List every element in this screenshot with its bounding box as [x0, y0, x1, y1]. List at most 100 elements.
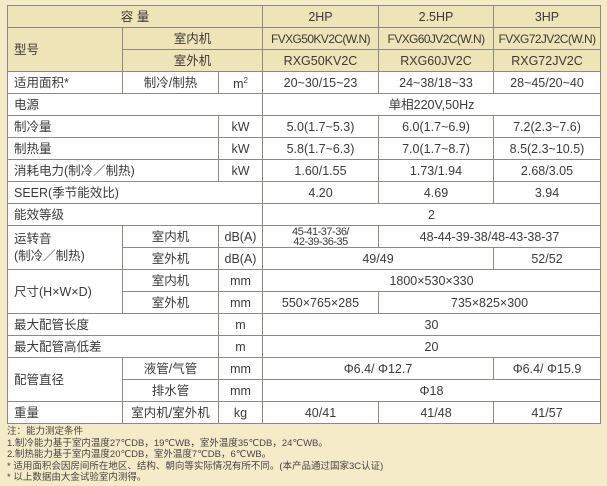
cooling-row: 制冷量 kW 5.0(1.7~5.3) 6.0(1.7~6.9) 7.2(2.3…	[7, 115, 601, 138]
outdoor-label: 室外机	[122, 49, 263, 72]
row-label: 配管直径	[7, 357, 123, 402]
row-label: SEER(季节能效比)	[7, 181, 263, 204]
noise-indoor-row: 运转音 (制冷／制热) 室内机 dB(A) 45-41-37-36/42-39-3…	[7, 225, 601, 270]
area-row: 适用面积* 制冷/制热 m2 20~30/15~23 24~38/18~33 2…	[7, 71, 601, 94]
indoor-model-row: 型号 室内机 FVXG50KV2C(W.N) FVXG60JV2C(W.N) F…	[7, 27, 601, 72]
value: 8.5(2.3~10.5)	[493, 137, 601, 160]
outdoor-model-row: 室外机 RXG50KV2C RXG60JV2C RXG72JV2C	[8, 49, 601, 72]
value: 5.0(1.7~5.3)	[262, 115, 379, 138]
row-label: 运转音 (制冷／制热)	[7, 225, 123, 270]
noise-label-sub: (制冷／制热)	[14, 248, 85, 263]
row-sublabel: 液管/气管	[122, 357, 219, 380]
value: 3.94	[493, 181, 601, 204]
seer-row: SEER(季节能效比) 4.20 4.69 3.94	[7, 181, 601, 204]
row-sublabel: 室外机	[122, 247, 219, 270]
row-sublabel: 室内机/室外机	[122, 401, 219, 424]
heating-row: 制热量 kW 5.8(1.7~6.3) 7.0(1.7~8.7) 8.5(2.3…	[7, 137, 601, 160]
unit-sup: 2	[243, 75, 248, 85]
unit: m	[218, 313, 263, 336]
pipe-liquid-gas-row: 配管直径 液管/气管 mm Φ6.4/ Φ12.7 Φ6.4/ Φ15.9	[7, 357, 601, 402]
max-pipe-length-row: 最大配管长度 m 30	[7, 313, 601, 336]
spec-table: 容 量 2HP 2.5HP 3HP 型号 室内机 FVXG50KV2C(W.N)…	[7, 5, 601, 424]
row-label: 能效等级	[7, 203, 263, 226]
unit: kW	[218, 159, 263, 182]
value-line: 45-41-37-36/	[292, 225, 350, 238]
value: 28~45/20~40	[493, 71, 601, 94]
value: 41/48	[378, 401, 494, 424]
note-title: 注：能力测定条件	[7, 426, 84, 437]
indoor-model: FVXG50KV2C(W.N)	[262, 27, 379, 50]
row-label: 消耗电力(制冷／制热)	[7, 159, 219, 182]
value: 45-41-37-36/42-39-36-35	[262, 225, 379, 248]
unit: mm	[218, 379, 263, 402]
value: 1.73/1.94	[378, 159, 494, 182]
value: 48-44-39-38/48-43-38-37	[378, 225, 601, 248]
row-label: 最大配管长度	[7, 313, 219, 336]
size-indoor-row: 尺寸(H×W×D) 室内机 mm 1800×530×330	[7, 269, 601, 314]
value: Φ6.4/ Φ15.9	[493, 357, 601, 380]
unit: kg	[218, 401, 263, 424]
value: 7.0(1.7~8.7)	[378, 137, 494, 160]
hp-2: 2HP	[262, 5, 379, 28]
note-line: * 适用面积会因房间所在地区、结构、朝向等实际情况有所不同。(本产品通过国家3C…	[7, 460, 384, 472]
value-line: 42-39-36-35	[293, 235, 348, 248]
hp-3: 3HP	[493, 5, 601, 28]
max-height-diff-row: 最大配管高低差 m 20	[7, 335, 601, 358]
value: 735×825×300	[378, 291, 601, 314]
value: 30	[262, 313, 601, 336]
row-label: 适用面积*	[7, 71, 123, 94]
row-sublabel: 室外机	[122, 291, 219, 314]
hp-2-5: 2.5HP	[378, 5, 494, 28]
value: 20~30/15~23	[262, 71, 379, 94]
efficiency-row: 能效等级 2	[7, 203, 601, 226]
indoor-model: FVXG60JV2C(W.N)	[378, 27, 494, 50]
value: 2	[262, 203, 601, 226]
value: 40/41	[262, 401, 379, 424]
value: 4.20	[262, 181, 379, 204]
value: 20	[262, 335, 601, 358]
row-label: 尺寸(H×W×D)	[7, 269, 123, 314]
value: 52/52	[493, 247, 601, 270]
unit-text: m	[233, 77, 244, 92]
pipe-drain-row: 排水管 mm Φ18	[8, 379, 601, 402]
capacity-row: 容 量 2HP 2.5HP 3HP	[7, 5, 601, 28]
unit: mm	[218, 291, 263, 314]
outdoor-model: RXG72JV2C	[493, 49, 601, 72]
value: 24~38/18~33	[378, 71, 494, 94]
unit: m	[218, 335, 263, 358]
row-sublabel: 排水管	[122, 379, 219, 402]
value: 41/57	[493, 401, 601, 424]
row-sublabel: 制冷/制热	[122, 71, 219, 94]
power-supply-row: 电源 单相220V,50Hz	[7, 93, 601, 116]
note-line: 2.制热能力基于室内温度20℃DB，室外温度7℃DB，6℃WB。	[7, 449, 272, 460]
value: 1800×530×330	[262, 269, 601, 292]
row-label: 制热量	[7, 137, 219, 160]
unit: mm	[218, 357, 263, 380]
unit: kW	[218, 115, 263, 138]
value: 5.8(1.7~6.3)	[262, 137, 379, 160]
note-line: * 以上数据由大金试验室内测得。	[7, 472, 147, 483]
value: 1.60/1.55	[262, 159, 379, 182]
outdoor-model: RXG60JV2C	[378, 49, 494, 72]
row-label: 电源	[7, 93, 263, 116]
unit: kW	[218, 137, 263, 160]
row-label: 重量	[7, 401, 123, 424]
value: Φ18	[262, 379, 601, 402]
weight-row: 重量 室内机/室外机 kg 40/41 41/48 41/57	[7, 401, 601, 424]
row-sublabel: 室内机	[122, 225, 219, 248]
unit: dB(A)	[218, 225, 263, 248]
value: 2.68/3.05	[493, 159, 601, 182]
model-label: 型号	[7, 27, 123, 72]
indoor-model: FVXG72JV2C(W.N)	[493, 27, 601, 50]
value: 7.2(2.3~7.6)	[493, 115, 601, 138]
row-sublabel: 室内机	[122, 269, 219, 292]
capacity-label: 容 量	[7, 5, 263, 28]
value: 单相220V,50Hz	[262, 93, 601, 116]
value: 550×765×285	[262, 291, 379, 314]
value: 6.0(1.7~6.9)	[378, 115, 494, 138]
row-label: 最大配管高低差	[7, 335, 219, 358]
outdoor-model: RXG50KV2C	[262, 49, 379, 72]
value: 4.69	[378, 181, 494, 204]
row-label: 制冷量	[7, 115, 219, 138]
